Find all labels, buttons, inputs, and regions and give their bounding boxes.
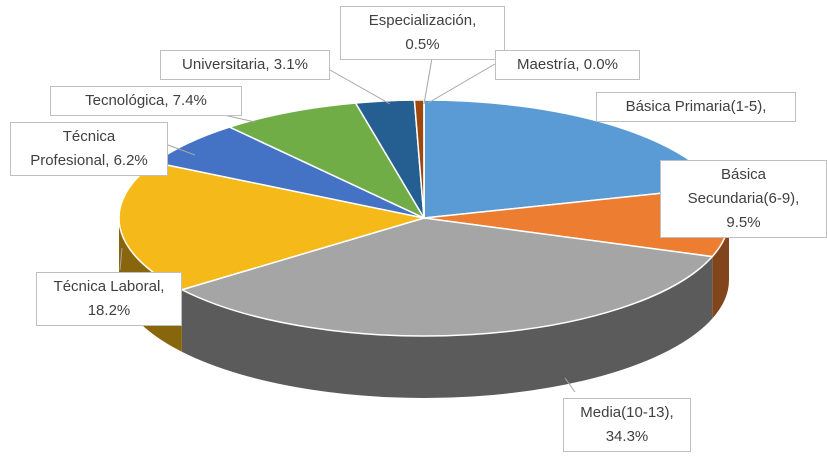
leader-line [564,377,576,393]
slice-side [181,256,713,398]
data-label: Especialización, 0.5% [340,6,505,60]
leader-line [423,57,433,105]
leader-line [427,63,496,104]
leader-line [329,69,391,105]
leader-line [167,144,196,156]
data-label: Tecnológica, 7.4% [50,86,242,116]
data-label: Técnica Profesional, 6.2% [10,122,168,176]
data-label: Media(10-13), 34.3% [563,398,691,452]
slice [179,217,714,337]
slice [227,102,426,220]
data-label: Básica Secundaria(6-9), 9.5% [660,160,827,238]
data-label: Maestría, 0.0% [495,50,640,80]
leader-line [119,247,123,271]
data-label: Básica Primaria(1-5), [596,92,796,122]
data-label: Técnica Laboral, 18.2% [36,272,182,326]
data-label: Universitaria, 3.1% [160,50,330,80]
slice-side [712,218,729,319]
